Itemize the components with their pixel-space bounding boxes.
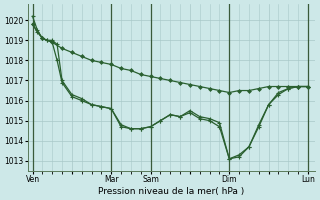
X-axis label: Pression niveau de la mer( hPa ): Pression niveau de la mer( hPa ) [98, 187, 244, 196]
